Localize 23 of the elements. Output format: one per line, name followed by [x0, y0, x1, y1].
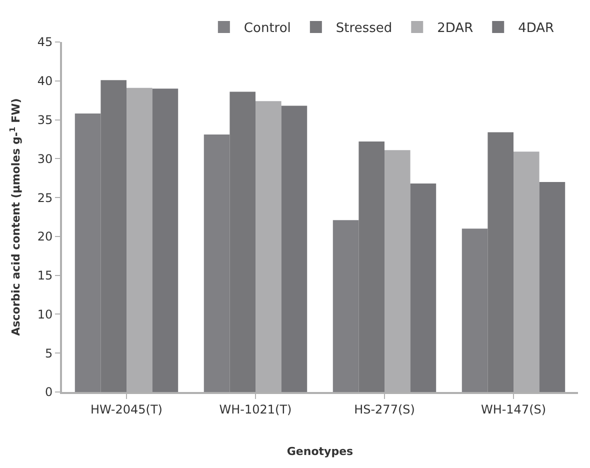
y-tick-label: 5 — [44, 346, 53, 360]
legend-label: Control — [244, 21, 291, 36]
x-tick-label: HW-2045(T) — [90, 402, 162, 416]
x-axis-title: Genotypes — [286, 445, 354, 458]
legend-label: 2DAR — [437, 21, 474, 36]
x-tick-label: WH-1021(T) — [219, 402, 292, 416]
y-tick-label: 25 — [37, 190, 53, 205]
y-tick-label: 40 — [37, 74, 53, 88]
x-tick-label: HS-277(S) — [354, 402, 415, 416]
y-tick-label: 10 — [37, 307, 53, 322]
y-tick-label: 35 — [37, 112, 53, 127]
x-tick-label: WH-147(S) — [480, 402, 546, 416]
bar — [539, 182, 566, 392]
y-tick-label: 20 — [37, 230, 53, 244]
y-tick-label: 15 — [37, 268, 53, 283]
bar — [410, 184, 436, 392]
y-tick-label: 0 — [44, 385, 53, 400]
bar — [152, 88, 178, 392]
legend-label: 4DAR — [518, 21, 554, 36]
y-tick-label: 30 — [37, 152, 53, 166]
y-tick-label: 45 — [37, 35, 53, 50]
legend-label: Stressed — [336, 21, 392, 36]
bar — [281, 106, 308, 392]
